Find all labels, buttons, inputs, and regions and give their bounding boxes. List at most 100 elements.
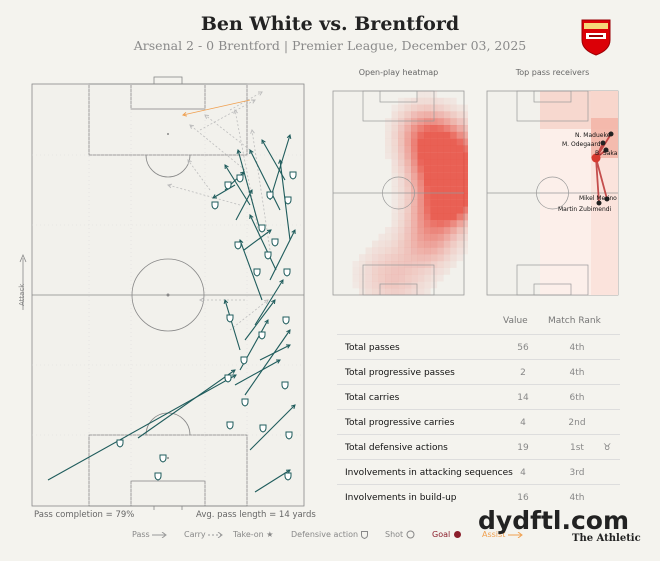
defensive-action-marker [154,472,162,481]
heat-cell [411,240,418,248]
receiver-label: Mikel Merino [579,195,617,202]
heat-cell [404,233,412,241]
heat-cell [372,281,379,289]
heat-cell [456,199,464,207]
receivers-axis-label: axis [484,188,485,198]
heat-cell [443,233,451,241]
heat-cell [359,274,366,282]
heat-cell [411,233,418,241]
heat-cell [378,247,386,255]
heat-cell [417,186,425,194]
heat-cell [437,186,444,194]
heat-cell [391,206,399,214]
heat-cell [443,97,451,105]
heat-cell [443,118,451,126]
heat-cell [398,159,405,166]
heat-cell [378,274,386,282]
heat-cell [404,159,412,166]
chart-title: Ben White vs. Brentford [200,13,460,35]
heatmap-title: Open-play heatmap [358,68,439,77]
star-icon: ★ [266,530,274,539]
heat-cell [424,97,431,105]
heat-cell [443,206,451,214]
heat-cell [437,267,444,275]
heat-cell [391,131,399,139]
heat-cell [391,145,399,153]
heat-cell [463,152,468,160]
heat-cell [411,152,418,160]
event-layer [47,91,297,493]
heat-cell [443,159,451,166]
heat-cell [437,233,444,241]
avg-pass-length: Avg. pass length = 14 yards [196,510,316,520]
successful-pass [137,369,236,439]
heat-cell [437,172,444,180]
heat-cell [352,281,360,289]
top-goal [153,76,183,85]
heat-cell [443,227,451,234]
heat-cell [378,233,386,241]
heat-cell [437,240,444,248]
heat-cell [365,288,373,296]
heat-cell [391,104,399,112]
heat-cell [430,186,438,194]
heat-cell [443,111,451,119]
heat-cell [437,97,444,105]
heat-cell [417,220,425,228]
heat-cell [417,165,425,173]
heat-cell [372,274,379,282]
heat-cell [437,213,444,221]
heat-cell [456,213,464,221]
heat-cell [463,165,468,173]
heat-cell [391,179,399,187]
heat-cell [359,288,366,296]
heat-cell [456,186,464,194]
successful-pass-head [212,194,218,199]
receiver-dot [608,131,614,137]
heat-cell [417,254,425,262]
heat-cell [411,131,418,139]
defensive-action-marker [259,424,267,433]
heat-cell [456,111,464,119]
heat-cell [456,172,464,180]
heat-cell [430,261,438,268]
successful-pass-head [264,319,269,325]
heat-cell [365,281,373,289]
heat-cell [424,274,431,282]
heat-cell [424,281,431,289]
heat-cell [365,267,373,275]
defensive-action-marker [226,421,234,430]
heat-cell [398,267,405,275]
heat-cell [430,227,438,234]
heat-cell [456,179,464,187]
heat-cell [411,179,418,187]
successful-pass [234,359,281,386]
heat-cell [411,159,418,166]
successful-pass [243,229,272,251]
legend-takeon: Take-on ★ [233,530,274,539]
heat-cell [443,247,451,255]
receiver-dot [604,196,610,202]
heat-cell [404,199,412,207]
defensive-action-marker [224,181,232,190]
heat-cell [398,281,405,289]
heat-cell [450,138,457,146]
heat-cell [437,152,444,160]
heat-cell [437,254,444,262]
heat-cell [391,233,399,241]
receiver-label: M. Odegaard [562,141,601,148]
heatmap-panel: axis [330,90,468,296]
heat-cell [463,199,468,207]
heat-cell [424,172,431,180]
heat-cell [411,172,418,180]
heat-cell [430,254,438,262]
heat-cell [398,233,405,241]
defensive-action-marker [224,374,232,383]
heat-cell [424,199,431,207]
successful-pass [244,329,291,396]
heat-cell [398,247,405,255]
stat-rank: 4th [569,368,585,378]
heat-cell [424,288,431,296]
heat-cell [398,179,405,187]
heat-cell [378,267,386,275]
